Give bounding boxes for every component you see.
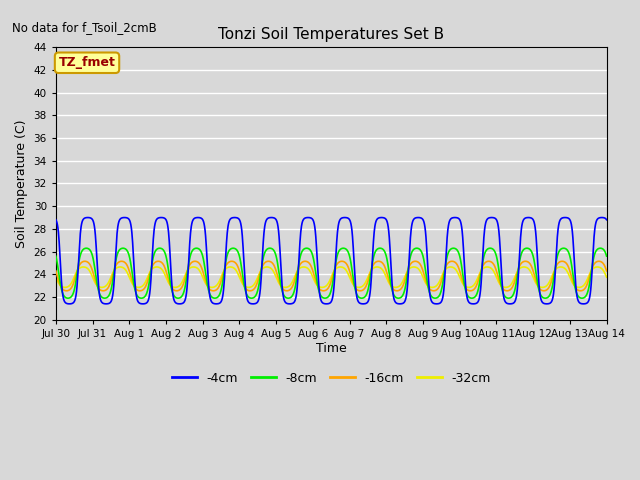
Title: Tonzi Soil Temperatures Set B: Tonzi Soil Temperatures Set B bbox=[218, 27, 444, 42]
Y-axis label: Soil Temperature (C): Soil Temperature (C) bbox=[15, 119, 28, 248]
Text: No data for f_Tsoil_2cmB: No data for f_Tsoil_2cmB bbox=[12, 21, 157, 34]
Text: TZ_fmet: TZ_fmet bbox=[59, 56, 115, 69]
Legend: -4cm, -8cm, -16cm, -32cm: -4cm, -8cm, -16cm, -32cm bbox=[166, 367, 496, 390]
X-axis label: Time: Time bbox=[316, 342, 347, 355]
